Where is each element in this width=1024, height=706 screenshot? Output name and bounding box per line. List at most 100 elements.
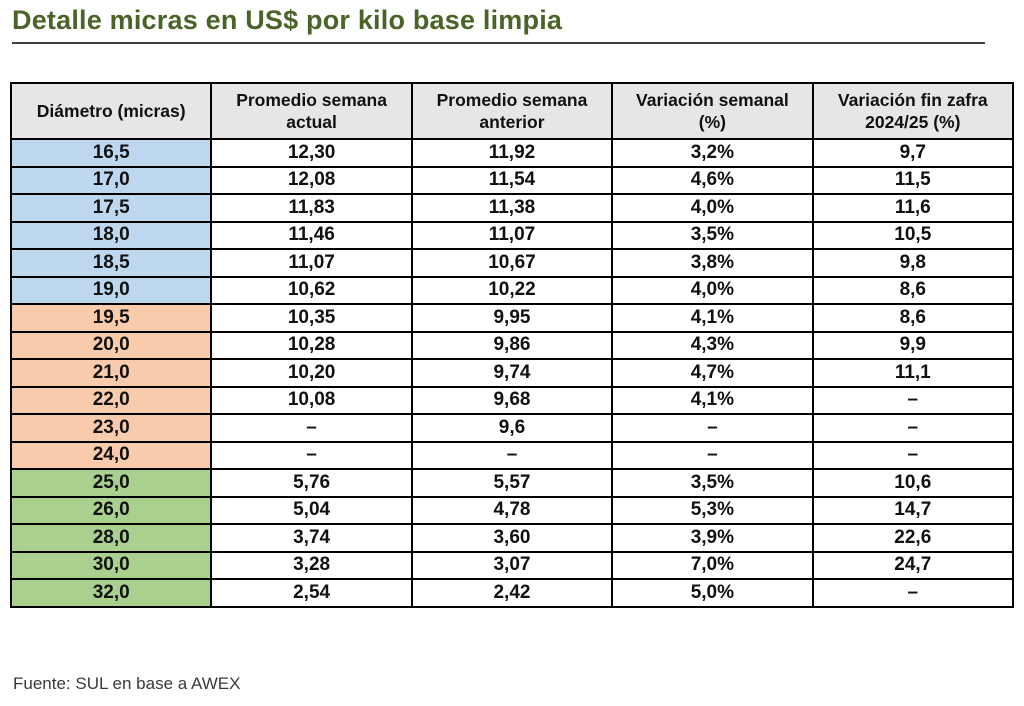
table-row: 23,0–9,6– – [9,413,1015,443]
value-cell: 11,46 [210,220,413,250]
page-title: Detalle micras en US$ por kilo base limp… [12,5,563,35]
value-cell: – [811,440,1015,470]
value-cell: 8,6 [811,275,1015,305]
value-cell: 10,20 [210,358,413,388]
value-cell: 5,76 [210,468,413,498]
diameter-cell: 28,0 [9,523,213,553]
table-row: 17,5 11,83 11,38 4,0% 11,6 [9,193,1015,223]
source-note: Fuente: SUL en base a AWEX [13,674,241,693]
value-cell: 10,67 [410,248,614,278]
value-cell: 4,0% [611,275,814,305]
diameter-cell: 19,0 [9,275,213,305]
table-row: 24,0– – – – [9,440,1015,470]
value-cell: 4,7% [611,358,814,388]
value-cell: 9,6 [410,413,614,443]
column-header: Promedio semana anterior [410,82,614,140]
value-cell: 10,35 [210,303,413,333]
value-cell: 9,9 [811,330,1015,360]
diameter-cell: 16,5 [9,138,213,168]
table-header: Diámetro (micras) Promedio semana actual P… [9,82,1015,140]
value-cell: 4,6% [611,165,814,195]
diameter-cell: 18,0 [9,220,213,250]
value-cell: 11,6 [811,193,1015,223]
value-cell: 9,68 [410,385,614,415]
value-cell: 10,62 [210,275,413,305]
value-cell: 11,83 [210,193,413,223]
value-cell: 7,0% [611,550,814,580]
value-cell: 12,30 [210,138,413,168]
value-cell: 3,5% [611,468,814,498]
value-cell: – [410,440,614,470]
diameter-cell: 17,5 [9,193,213,223]
value-cell: 5,3% [611,495,814,525]
diameter-cell: 24,0 [9,440,213,470]
value-cell: 3,60 [410,523,614,553]
table-row: 18,5 11,07 10,67 3,8% 9,8 [9,248,1015,278]
column-header: Diámetro (micras) [9,82,213,140]
value-cell: 3,28 [210,550,413,580]
value-cell: 3,8% [611,248,814,278]
value-cell: 14,7 [811,495,1015,525]
value-cell: 12,08 [210,165,413,195]
table-row: 21,0 10,20 9,74 4,7% 11,1 [9,358,1015,388]
value-cell: 3,5% [611,220,814,250]
value-cell: 11,1 [811,358,1015,388]
column-header: Promedio semana actual [210,82,413,140]
table-row: 17,0 12,08 11,54 4,6% 11,5 [9,165,1015,195]
value-cell: 10,22 [410,275,614,305]
value-cell: 11,54 [410,165,614,195]
value-cell: 9,86 [410,330,614,360]
value-cell: 8,6 [811,303,1015,333]
value-cell: 22,6 [811,523,1015,553]
diameter-cell: 17,0 [9,165,213,195]
value-cell: – [611,413,814,443]
value-cell: 4,3% [611,330,814,360]
value-cell: 11,5 [811,165,1015,195]
table-row: 26,0 5,04 4,78 5,3% 14,7 [9,495,1015,525]
value-cell: 11,07 [410,220,614,250]
value-cell: 9,95 [410,303,614,333]
value-cell: 10,28 [210,330,413,360]
title-underline [12,42,985,44]
value-cell: 5,57 [410,468,614,498]
table-row: 20,0 10,28 9,86 4,3% 9,9 [9,330,1015,360]
value-cell: 10,6 [811,468,1015,498]
column-header: Variación semanal (%) [611,82,814,140]
diameter-cell: 25,0 [9,468,213,498]
value-cell: 4,78 [410,495,614,525]
value-cell: – [210,413,413,443]
value-cell: 5,04 [210,495,413,525]
micron-price-table: Diámetro (micras) Promedio semana actual P… [9,82,1015,608]
value-cell: 3,74 [210,523,413,553]
table-row: 25,0 5,76 5,57 3,5% 10,6 [9,468,1015,498]
diameter-cell: 26,0 [9,495,213,525]
diameter-cell: 19,5 [9,303,213,333]
table-row: 30,0 3,28 3,07 7,0% 24,7 [9,550,1015,580]
value-cell: 9,74 [410,358,614,388]
value-cell: 11,07 [210,248,413,278]
value-cell: 4,1% [611,385,814,415]
diameter-cell: 18,5 [9,248,213,278]
value-cell: 3,07 [410,550,614,580]
value-cell: 5,0% [611,578,814,608]
value-cell: 3,2% [611,138,814,168]
table-row: 19,5 10,35 9,95 4,1% 8,6 [9,303,1015,333]
table-row: 32,0 2,54 2,42 5,0% – [9,578,1015,608]
diameter-cell: 23,0 [9,413,213,443]
header-row: Diámetro (micras) Promedio semana actual P… [9,82,1015,140]
value-cell: 9,8 [811,248,1015,278]
value-cell: – [611,440,814,470]
table-row: 18,0 11,46 11,07 3,5% 10,5 [9,220,1015,250]
diameter-cell: 22,0 [9,385,213,415]
diameter-cell: 30,0 [9,550,213,580]
value-cell: 2,54 [210,578,413,608]
value-cell: – [811,413,1015,443]
value-cell: 11,38 [410,193,614,223]
diameter-cell: 21,0 [9,358,213,388]
value-cell: – [811,578,1015,608]
diameter-cell: 20,0 [9,330,213,360]
value-cell: 2,42 [410,578,614,608]
value-cell: 11,92 [410,138,614,168]
table-row: 28,0 3,74 3,60 3,9% 22,6 [9,523,1015,553]
value-cell: – [210,440,413,470]
